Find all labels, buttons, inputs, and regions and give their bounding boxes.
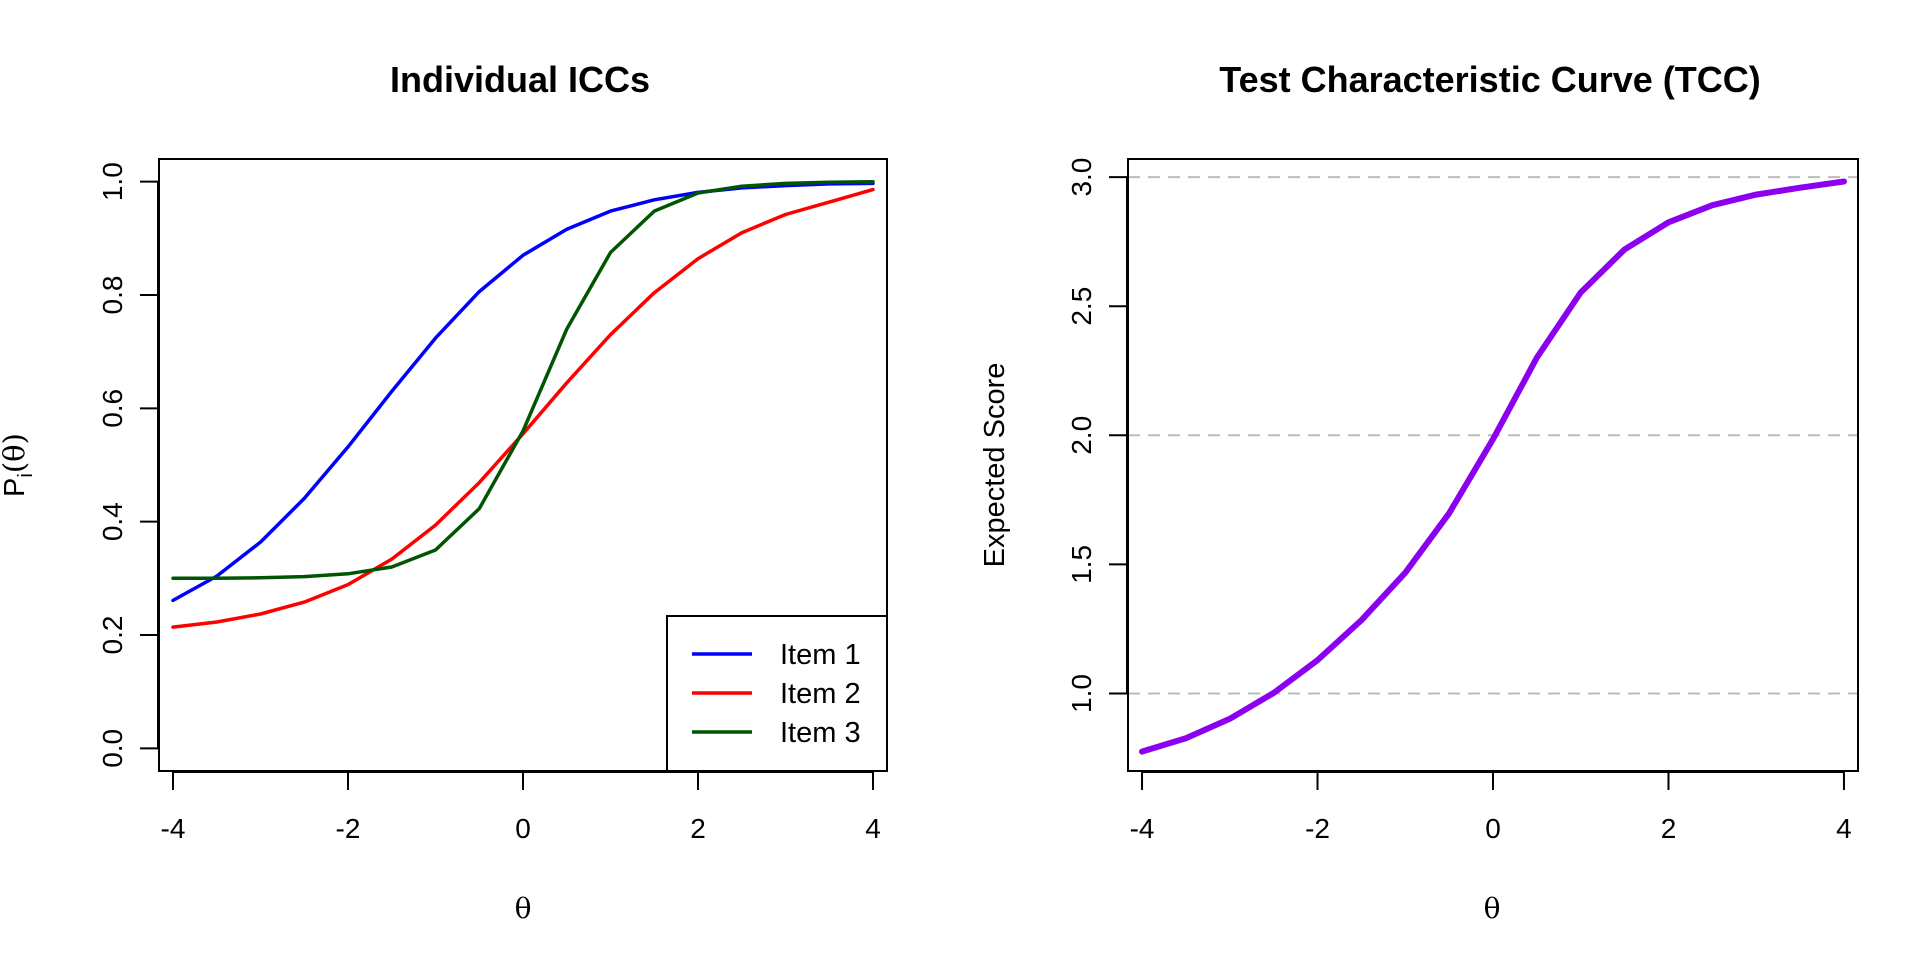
tcc-x-tick-label-4: 4: [1836, 813, 1852, 844]
icc-y-label-main: P: [0, 478, 31, 497]
icc-y-axis-label: Pi(θ): [0, 433, 37, 497]
tcc-y-tick-label-2: 2.0: [1066, 416, 1097, 455]
icc-y-tick-label-0: 0.0: [97, 729, 128, 768]
icc-panel: Individual ICCs -4 -2 0 2 4 0.0 0.2 0.4 0.6 0.8 1…: [0, 59, 888, 925]
tcc-y-axis-label: Expected Score: [979, 363, 1011, 568]
tcc-title: Test Characteristic Curve (TCC): [1219, 59, 1760, 100]
icc-x-tick-label-3: 2: [690, 813, 706, 844]
tcc-x-axis: -4 -2 0 2 4: [1130, 771, 1852, 844]
tcc-x-axis-label: θ: [1484, 892, 1501, 925]
tcc-y-tick-label-0: 1.0: [1066, 674, 1097, 713]
icc-legend-label-2: Item 2: [780, 678, 861, 710]
icc-legend: Item 1 Item 2 Item 3: [666, 615, 888, 772]
tcc-panel: Test Characteristic Curve (TCC) -4 -2 0 2 4 …: [979, 59, 1859, 925]
tcc-y-tick-label-3: 2.5: [1066, 287, 1097, 326]
icc-x-tick-label-0: -4: [161, 813, 186, 844]
icc-y-axis: 0.0 0.2 0.4 0.6 0.8 1.0: [97, 162, 159, 768]
icc-legend-label-1: Item 1: [780, 639, 861, 671]
icc-x-tick-label-4: 4: [865, 813, 881, 844]
icc-legend-label-3: Item 3: [780, 717, 861, 749]
icc-y-tick-label-5: 1.0: [97, 162, 128, 201]
tcc-plot-frame: [1127, 158, 1859, 772]
tcc-y-tick-label-4: 3.0: [1066, 158, 1097, 197]
icc-title: Individual ICCs: [390, 59, 650, 100]
tcc-y-tick-label-1: 1.5: [1066, 545, 1097, 584]
icc-y-label-tail: (θ): [0, 433, 31, 473]
icc-series-3-line: [171, 179, 875, 581]
tcc-series: [1139, 178, 1847, 755]
icc-y-tick-label-3: 0.6: [97, 389, 128, 428]
icc-y-tick-label-1: 0.2: [97, 616, 128, 655]
icc-series-1-line: [171, 181, 875, 603]
icc-x-tick-label-2: 0: [515, 813, 531, 844]
icc-x-axis-label: θ: [515, 892, 532, 925]
icc-series: [171, 179, 875, 629]
tcc-x-tick-label-0: -4: [1130, 813, 1155, 844]
icc-y-label-sub: i: [15, 473, 37, 477]
icc-x-axis: -4 -2 0 2 4: [161, 771, 881, 844]
tcc-x-tick-label-3: 2: [1661, 813, 1677, 844]
tcc-y-axis: 1.0 1.5 2.0 2.5 3.0: [1066, 158, 1128, 713]
tcc-series-1-line: [1139, 178, 1847, 755]
icc-y-tick-label-4: 0.8: [97, 276, 128, 315]
icc-x-tick-label-1: -2: [336, 813, 361, 844]
tcc-x-tick-label-1: -2: [1305, 813, 1330, 844]
icc-y-tick-label-2: 0.4: [97, 502, 128, 541]
tcc-x-tick-label-2: 0: [1485, 813, 1501, 844]
